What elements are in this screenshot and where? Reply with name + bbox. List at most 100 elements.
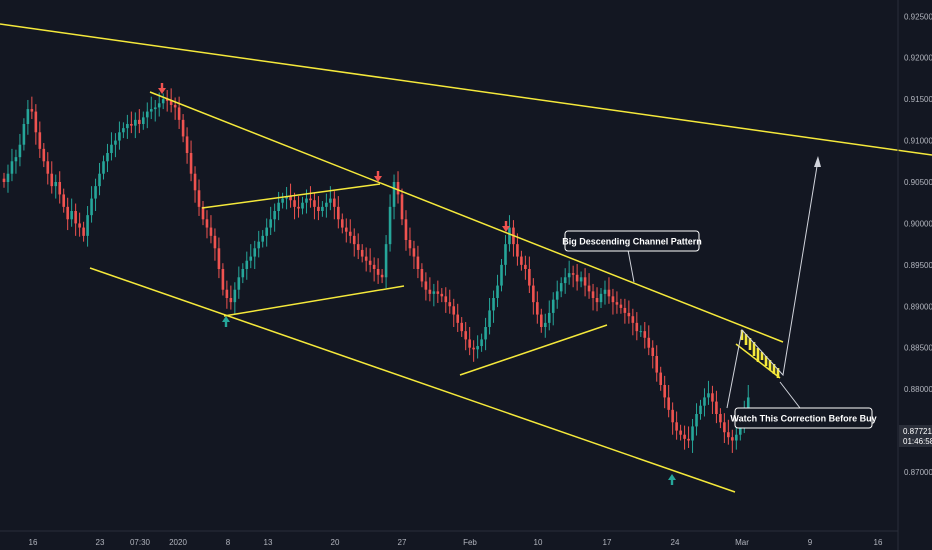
projection-path	[726, 159, 819, 409]
candle	[58, 171, 62, 204]
marker-stem	[160, 83, 164, 88]
candle	[448, 289, 452, 314]
candle-body	[480, 339, 483, 347]
correction-candle	[776, 368, 780, 378]
candle	[50, 161, 54, 194]
candle	[468, 327, 471, 356]
time-tick-label: 27	[398, 538, 407, 547]
correction-candle-body	[752, 342, 756, 356]
candle-body	[38, 132, 42, 149]
candle	[14, 149, 18, 174]
candle-body	[261, 235, 264, 242]
candle	[269, 206, 272, 236]
candle-body	[655, 356, 659, 373]
candle	[631, 308, 635, 336]
candle-body	[213, 235, 217, 249]
candle-body	[257, 241, 261, 249]
candle-body	[134, 119, 137, 126]
triangle-lower-line[interactable]	[223, 285, 405, 317]
candle-body	[161, 99, 165, 104]
price-tick-label: 0.89000	[904, 302, 932, 311]
candle	[368, 248, 372, 273]
candle-body	[157, 103, 161, 108]
candle-body	[639, 331, 643, 333]
candle	[145, 102, 149, 129]
candle	[687, 426, 690, 448]
time-tick-label: 16	[874, 538, 883, 547]
candle	[126, 114, 129, 139]
channel-callout-box	[564, 230, 700, 252]
candle-body	[746, 397, 750, 410]
candle	[456, 303, 460, 332]
candle	[18, 133, 22, 167]
candle-body	[484, 327, 487, 340]
candle	[464, 322, 467, 351]
candle	[579, 271, 583, 288]
time-tick-label: 17	[603, 538, 612, 547]
channel-callout[interactable]: Big Descending Channel Pattern	[562, 230, 702, 283]
long-resistance-line[interactable]	[0, 23, 932, 156]
candle-body	[444, 296, 448, 303]
candle	[683, 425, 686, 450]
candle-body	[34, 111, 38, 133]
candle	[189, 140, 193, 182]
candle	[603, 280, 607, 305]
candle	[185, 127, 189, 164]
correction-callout[interactable]: Watch This Correction Before Buy	[730, 381, 877, 429]
candle-body	[380, 274, 384, 278]
candle-body	[627, 312, 631, 317]
candle-body	[50, 173, 54, 187]
candle	[66, 197, 69, 231]
candle-body	[293, 200, 296, 207]
correction-candle-body	[760, 352, 764, 360]
candle-body	[615, 302, 619, 305]
candle-body	[460, 322, 463, 332]
candle-body	[464, 331, 467, 340]
candle	[643, 322, 647, 349]
candle	[675, 411, 678, 440]
channel-upper-line[interactable]	[149, 91, 784, 343]
candle-body	[118, 132, 121, 141]
candle-body	[635, 322, 639, 332]
candle-body	[524, 264, 527, 269]
time-axis[interactable]: 16 23 07:30 2020 8 13 20 27 Feb 10 17 24 Mar 9 16	[0, 530, 898, 547]
candle-body	[110, 144, 113, 153]
candle	[496, 274, 499, 308]
candle	[504, 235, 507, 276]
candle	[225, 280, 229, 309]
candle	[488, 298, 491, 335]
candle	[408, 227, 412, 256]
candle	[249, 244, 253, 269]
correction-candle	[748, 338, 752, 350]
candle-body	[74, 211, 77, 224]
candle	[2, 172, 6, 188]
candle	[619, 298, 623, 314]
candle	[134, 112, 137, 139]
candle	[528, 256, 531, 294]
candle-body	[472, 347, 475, 350]
candle	[301, 196, 304, 215]
candle	[82, 221, 85, 242]
candle	[595, 287, 599, 312]
triangle-upper-line[interactable]	[201, 183, 381, 209]
rising-support-line[interactable]	[459, 324, 608, 376]
candle	[277, 191, 280, 221]
candle	[659, 366, 662, 391]
candle	[476, 335, 479, 359]
candle-body	[22, 124, 26, 145]
time-tick-label: 07:30	[130, 538, 151, 547]
candle-body	[516, 244, 519, 257]
candle-body	[671, 409, 674, 423]
candle	[34, 104, 38, 145]
candle-body	[675, 422, 678, 431]
correction-lower-line[interactable]	[735, 343, 781, 379]
sell-marker	[502, 221, 510, 232]
candle-body	[575, 274, 579, 282]
correction-candle-body	[768, 360, 772, 370]
candle-body	[360, 249, 364, 257]
candle	[297, 196, 300, 218]
channel-lower-line[interactable]	[89, 267, 736, 493]
candle	[432, 283, 436, 307]
candle-body	[122, 128, 125, 133]
